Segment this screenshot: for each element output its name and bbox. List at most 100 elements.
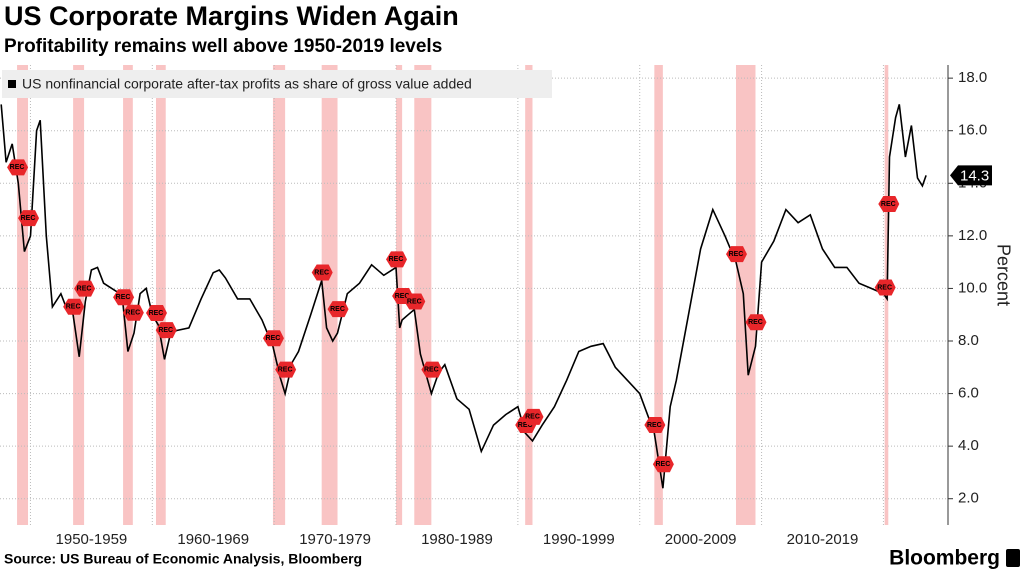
rec-label: REC (330, 306, 345, 313)
recession-band (414, 65, 432, 525)
rec-tag (311, 264, 333, 281)
recession-band (17, 65, 29, 525)
rec-label: REC (395, 293, 410, 300)
last-value-tag (950, 165, 992, 186)
rec-label: REC (77, 285, 92, 292)
rec-marker: REC (745, 314, 767, 331)
rec-marker: REC (18, 210, 40, 227)
rec-marker: REC (652, 456, 674, 473)
rec-tag (7, 159, 29, 176)
rec-label: REC (877, 284, 892, 291)
rec-label: REC (266, 335, 281, 342)
rec-tag (522, 408, 544, 425)
rec-marker: REC (311, 264, 333, 281)
y-tick-label: 12.0 (958, 227, 987, 244)
rec-marker: REC (122, 304, 144, 321)
chart-subtitle: Profitability remains well above 1950-20… (4, 36, 442, 57)
rec-label: REC (66, 304, 81, 311)
rec-tag (386, 251, 408, 268)
recession-band (155, 65, 166, 525)
rec-tag (145, 305, 167, 322)
recession-band (272, 65, 286, 525)
rec-label: REC (149, 310, 164, 317)
rec-marker: REC (113, 289, 135, 306)
rec-marker: REC (404, 293, 426, 310)
rec-marker: REC (725, 246, 747, 263)
rec-tag (262, 330, 284, 347)
rec-tag (878, 195, 900, 212)
rec-marker: REC (262, 330, 284, 347)
data-line (0, 104, 927, 489)
rec-marker: REC (386, 251, 408, 268)
rec-marker: REC (874, 279, 896, 296)
rec-label: REC (278, 366, 293, 373)
x-tick-label: 1990-1999 (543, 531, 615, 548)
x-tick-label: 1950-1959 (56, 531, 128, 548)
recession-band (735, 65, 756, 525)
rec-marker: REC (63, 298, 85, 315)
last-value-label: 14.3 (960, 167, 989, 184)
rec-label: REC (525, 414, 540, 421)
rec-label: REC (518, 422, 533, 429)
rec-label: REC (881, 201, 896, 208)
y-axis-label: Percent (993, 244, 1013, 306)
rec-tag (74, 280, 96, 297)
y-tick-label: 18.0 (958, 69, 987, 86)
rec-tag (63, 298, 85, 315)
rec-marker: REC (74, 280, 96, 297)
rec-marker: REC (7, 159, 29, 176)
rec-tag (725, 246, 747, 263)
source: Source: US Bureau of Economic Analysis, … (4, 551, 362, 567)
rec-tag (644, 417, 666, 433)
rec-tag (155, 322, 177, 339)
rec-tag (421, 361, 443, 378)
legend-label: US nonfinancial corporate after-tax prof… (22, 76, 472, 92)
rec-label: REC (125, 310, 140, 317)
rec-marker: REC (155, 322, 177, 339)
rec-label: REC (10, 164, 25, 171)
rec-label: REC (424, 366, 439, 373)
rec-tag (327, 301, 349, 318)
rec-label: REC (748, 319, 763, 326)
rec-marker: REC (878, 195, 900, 212)
y-tick-label: 16.0 (958, 122, 987, 139)
rec-tag (874, 279, 896, 296)
rec-label: REC (655, 461, 670, 468)
y-tick-label: 6.0 (958, 385, 979, 402)
rec-label: REC (21, 215, 36, 222)
legend-swatch (8, 80, 16, 88)
rec-tag (652, 456, 674, 473)
y-tick-label: 8.0 (958, 332, 979, 349)
rec-marker: REC (644, 417, 666, 433)
rec-tag (122, 304, 144, 321)
rec-label: REC (647, 422, 662, 429)
rec-tag (275, 361, 297, 378)
x-tick-label: 1980-1989 (421, 531, 493, 548)
y-tick-label: 4.0 (958, 437, 979, 454)
rec-marker: REC (522, 408, 544, 425)
x-tick-label: 1970-1979 (299, 531, 371, 548)
rec-label: REC (158, 327, 173, 334)
rec-label: REC (407, 298, 422, 305)
recession-band (654, 65, 663, 525)
rec-tag (745, 314, 767, 331)
rec-label: REC (116, 294, 131, 301)
rec-marker: REC (421, 361, 443, 378)
rec-label: REC (389, 256, 404, 263)
recession-band (321, 65, 338, 525)
rec-label: REC (729, 251, 744, 258)
rec-marker: REC (145, 305, 167, 322)
rec-marker: REC (275, 361, 297, 378)
x-tick-label: 1960-1969 (177, 531, 249, 548)
rec-tag (404, 293, 426, 310)
rec-marker: REC (327, 301, 349, 318)
x-tick-label: 2010-2019 (787, 531, 859, 548)
y-tick-label: 10.0 (958, 279, 987, 296)
rec-tag (18, 210, 40, 227)
brand: Bloomberg (889, 547, 1000, 570)
brand-icon (1006, 549, 1020, 567)
chart-title: US Corporate Margins Widen Again (4, 1, 459, 31)
recession-band (525, 65, 533, 525)
